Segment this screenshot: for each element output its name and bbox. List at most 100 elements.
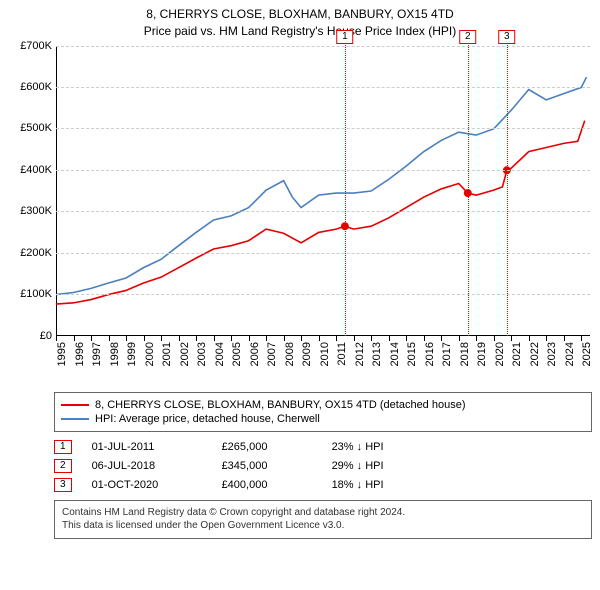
x-tick-label: 2019: [476, 342, 488, 366]
x-tick-label: 1997: [91, 342, 103, 366]
legend-swatch-hpi: [61, 418, 89, 420]
event-date: 01-OCT-2020: [92, 479, 202, 491]
event-line: [468, 40, 469, 336]
event-marker-box: 3: [498, 30, 516, 44]
x-tickmark: [354, 336, 355, 341]
x-tickmark: [389, 336, 390, 341]
event-id-box: 3: [54, 478, 72, 492]
x-tickmark: [144, 336, 145, 341]
x-tickmark: [494, 336, 495, 341]
x-tick-label: 2010: [319, 342, 331, 366]
y-tick-label: £200K: [20, 247, 52, 259]
x-tickmark: [214, 336, 215, 341]
events-table: 101-JUL-2011£265,00023% ↓ HPI206-JUL-201…: [54, 440, 592, 492]
x-tick-label: 2006: [249, 342, 261, 366]
x-tick-label: 2022: [529, 342, 541, 366]
x-tickmark: [371, 336, 372, 341]
x-tick-label: 2025: [581, 342, 593, 366]
x-tickmark: [91, 336, 92, 341]
x-tickmark: [161, 336, 162, 341]
x-tick-label: 1999: [126, 342, 138, 366]
plot-region: 123: [56, 46, 590, 336]
event-price: £345,000: [222, 460, 312, 472]
y-tick-label: £0: [40, 330, 52, 342]
event-price: £265,000: [222, 441, 312, 453]
y-tick-label: £100K: [20, 288, 52, 300]
legend-item-property: 8, CHERRYS CLOSE, BLOXHAM, BANBURY, OX15…: [61, 399, 585, 411]
x-tickmark: [459, 336, 460, 341]
x-tick-label: 2007: [266, 342, 278, 366]
gridline: [56, 294, 590, 295]
x-tickmark: [546, 336, 547, 341]
x-tick-label: 2024: [564, 342, 576, 366]
x-tickmark: [231, 336, 232, 341]
y-tick-label: £600K: [20, 81, 52, 93]
event-line: [345, 40, 346, 336]
chart-title-line1: 8, CHERRYS CLOSE, BLOXHAM, BANBURY, OX15…: [0, 6, 600, 23]
x-tickmark: [581, 336, 582, 341]
events-row: 2 06-JUL-2018 £345,000 29% ↓ HPI: [54, 459, 592, 473]
event-marker: 1: [336, 26, 354, 44]
attribution-line2: This data is licensed under the Open Gov…: [62, 519, 584, 533]
legend-label-hpi: HPI: Average price, detached house, Cher…: [95, 413, 320, 425]
x-tick-label: 2015: [406, 342, 418, 366]
event-delta: 23% ↓ HPI: [332, 441, 432, 453]
x-tickmark: [319, 336, 320, 341]
event-id-box: 1: [54, 440, 72, 454]
event-marker-box: 2: [459, 30, 477, 44]
y-tick-label: £300K: [20, 205, 52, 217]
events-row: 101-JUL-2011£265,00023% ↓ HPI: [54, 440, 592, 454]
legend-item-hpi: HPI: Average price, detached house, Cher…: [61, 413, 585, 425]
x-tick-label: 2002: [179, 342, 191, 366]
event-date: 06-JUL-2018: [92, 460, 202, 472]
y-tick-label: £400K: [20, 164, 52, 176]
event-marker: 2: [459, 26, 477, 44]
x-tickmark: [336, 336, 337, 341]
x-axis: 1995199619971998199920002001200220032004…: [56, 336, 590, 386]
gridline: [56, 211, 590, 212]
x-tickmark: [406, 336, 407, 341]
x-tick-label: 2001: [161, 342, 173, 366]
x-tick-label: 2023: [546, 342, 558, 366]
x-tickmark: [179, 336, 180, 341]
x-tickmark: [441, 336, 442, 341]
legend-box: 8, CHERRYS CLOSE, BLOXHAM, BANBURY, OX15…: [54, 392, 592, 432]
event-marker-box: 1: [336, 30, 354, 44]
x-tick-label: 2021: [511, 342, 523, 366]
x-tick-label: 2005: [231, 342, 243, 366]
x-tick-label: 2004: [214, 342, 226, 366]
x-tick-label: 2000: [144, 342, 156, 366]
x-tick-label: 2012: [354, 342, 366, 366]
x-tick-label: 2011: [336, 342, 348, 366]
chart-svg: [56, 46, 590, 336]
x-tick-label: 2008: [284, 342, 296, 366]
y-tick-label: £700K: [20, 40, 52, 52]
x-tickmark: [266, 336, 267, 341]
chart-area: £0£100K£200K£300K£400K£500K£600K£700K 12…: [8, 46, 592, 386]
x-tickmark: [126, 336, 127, 341]
x-tickmark: [74, 336, 75, 341]
x-tick-label: 2003: [196, 342, 208, 366]
x-tick-label: 1998: [109, 342, 121, 366]
x-tickmark: [476, 336, 477, 341]
y-axis: £0£100K£200K£300K£400K£500K£600K£700K: [8, 46, 54, 336]
gridline: [56, 87, 590, 88]
x-tickmark: [109, 336, 110, 341]
gridline: [56, 128, 590, 129]
x-tickmark: [564, 336, 565, 341]
legend-swatch-property: [61, 404, 89, 406]
x-tick-label: 1996: [74, 342, 86, 366]
event-delta: 29% ↓ HPI: [332, 460, 432, 472]
y-tick-label: £500K: [20, 122, 52, 134]
x-tickmark: [301, 336, 302, 341]
x-tickmark: [196, 336, 197, 341]
x-tickmark: [56, 336, 57, 341]
x-tickmark: [424, 336, 425, 341]
x-tick-label: 2020: [494, 342, 506, 366]
x-tick-label: 2014: [389, 342, 401, 366]
gridline: [56, 170, 590, 171]
x-tickmark: [249, 336, 250, 341]
attribution-box: Contains HM Land Registry data © Crown c…: [54, 500, 592, 539]
x-tickmark: [511, 336, 512, 341]
event-id-box: 2: [54, 459, 72, 473]
